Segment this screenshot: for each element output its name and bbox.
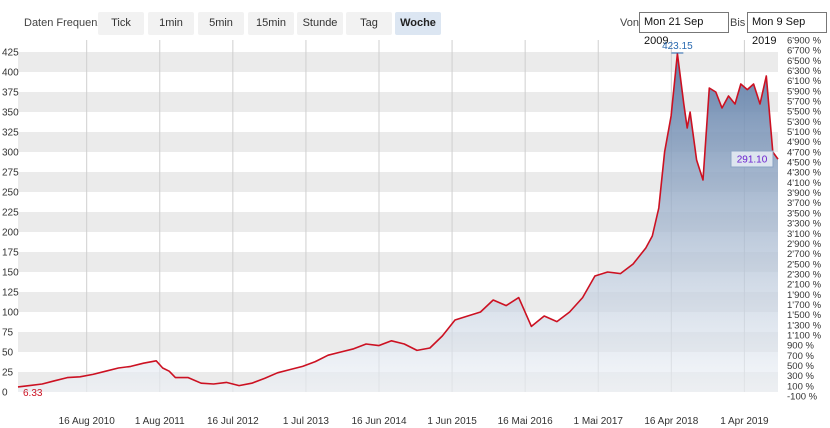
y-tick-label: 275	[2, 168, 19, 179]
y-tick-label: 375	[2, 88, 19, 99]
to-label: Bis	[730, 17, 746, 29]
y2-tick-label: 1'500 %	[787, 310, 822, 321]
x-tick-label: 16 Jun 2014	[351, 416, 406, 427]
y2-tick-label: 2'700 %	[787, 249, 822, 260]
last-value-box	[730, 150, 774, 168]
y2-tick-label: 6'700 %	[787, 46, 822, 57]
y2-tick-label: 5'700 %	[787, 97, 822, 108]
y2-tick-label: 1'100 %	[787, 330, 822, 341]
y-tick-label: 225	[2, 208, 19, 219]
x-tick-label: 1 Jul 2013	[283, 416, 330, 427]
background-band	[18, 92, 778, 112]
from-label: Von	[620, 17, 639, 29]
from-date-input[interactable]: Mon 21 Sep 2009	[639, 12, 729, 47]
y2-tick-label: 4'700 %	[787, 147, 822, 158]
y2-tick-label: 900 %	[787, 341, 814, 352]
x-axis: 16 Aug 2010 1 Aug 2011 16 Jul 2012 1 Jul 20…	[59, 416, 769, 427]
y2-tick-label: 4'900 %	[787, 137, 822, 148]
y-tick-label: 325	[2, 128, 19, 139]
max-value-label: 423.15	[662, 41, 693, 52]
y2-tick-label: 100 %	[787, 381, 814, 392]
y2-tick-label: 1'900 %	[787, 290, 822, 301]
y2-tick-label: 4'100 %	[787, 178, 822, 189]
y-tick-label: 175	[2, 248, 19, 259]
y2-tick-label: 1'300 %	[787, 320, 822, 331]
last-value-label: 291.10	[737, 155, 768, 166]
y-axis-right: -100 %100 %300 %500 %700 %900 %1'100 %1'…	[787, 36, 822, 403]
x-tick-label: 16 Aug 2010	[59, 416, 116, 427]
y2-tick-label: 3'500 %	[787, 208, 822, 219]
x-tick-label: 1 Aug 2011	[135, 416, 185, 427]
y-tick-label: 200	[2, 228, 19, 239]
y-tick-label: 300	[2, 148, 19, 159]
background-band	[18, 132, 778, 152]
y-tick-label: 75	[2, 328, 14, 339]
x-tick-label: 16 Mai 2016	[498, 416, 553, 427]
y2-tick-label: 2'500 %	[787, 259, 822, 270]
x-tick-label: 16 Apr 2018	[644, 416, 698, 427]
background-band	[18, 252, 778, 272]
toolbar: Daten Frequenz Tick 1min 5min 15min Stun…	[0, 0, 830, 47]
y2-tick-label: 4'500 %	[787, 158, 822, 169]
frequency-1min-button[interactable]: 1min	[148, 12, 194, 35]
y2-tick-label: 2'300 %	[787, 269, 822, 280]
y2-tick-label: 6'500 %	[787, 56, 822, 67]
x-tick-label: 16 Jul 2012	[207, 416, 259, 427]
y2-tick-label: 3'300 %	[787, 219, 822, 230]
y2-tick-label: 5'300 %	[787, 117, 822, 128]
y-tick-label: 150	[2, 268, 19, 279]
frequency-tag-button[interactable]: Tag	[346, 12, 392, 35]
y2-tick-label: 2'100 %	[787, 280, 822, 291]
y2-tick-label: 300 %	[787, 371, 814, 382]
y-tick-label: 425	[2, 48, 19, 59]
y-tick-label: 0	[2, 388, 8, 399]
y-tick-label: 125	[2, 288, 19, 299]
y-tick-label: 350	[2, 108, 19, 119]
y2-tick-label: 6'900 %	[787, 36, 822, 47]
x-tick-label: 1 Apr 2019	[720, 416, 769, 427]
frequency-label: Daten Frequenz	[24, 17, 103, 29]
start-value-label: 6.33	[23, 388, 43, 399]
y2-tick-label: 500 %	[787, 361, 814, 372]
y2-tick-label: 3'700 %	[787, 198, 822, 209]
y-tick-label: 100	[2, 308, 19, 319]
x-tick-label: 1 Mai 2017	[573, 416, 623, 427]
background-band	[18, 212, 778, 232]
y2-tick-label: 3'900 %	[787, 188, 822, 199]
x-tick-label: 1 Jun 2015	[427, 416, 477, 427]
y2-tick-label: 4'300 %	[787, 168, 822, 179]
to-date-input[interactable]: Mon 9 Sep 2019	[747, 12, 827, 47]
price-line	[17, 52, 779, 388]
y2-tick-label: 5'500 %	[787, 107, 822, 118]
y-axis-left: 0 25 50 75 100 125 150 175 200 225 250 275 300 325 350…	[2, 48, 19, 399]
background-band	[18, 52, 778, 72]
background-band	[18, 172, 778, 192]
frequency-tick-button[interactable]: Tick	[98, 12, 144, 35]
y-tick-label: 250	[2, 188, 19, 199]
y2-tick-label: 2'900 %	[787, 239, 822, 250]
frequency-woche-button[interactable]: Woche	[395, 12, 441, 35]
annotations: 423.15 6.33 291.10	[23, 41, 774, 399]
frequency-stunde-button[interactable]: Stunde	[297, 12, 343, 35]
price-area	[18, 53, 778, 392]
y2-tick-label: 700 %	[787, 351, 814, 362]
y-tick-label: 400	[2, 68, 19, 79]
y-tick-label: 50	[2, 348, 14, 359]
y2-tick-label: 6'100 %	[787, 76, 822, 87]
y2-tick-label: 5'900 %	[787, 86, 822, 97]
frequency-5min-button[interactable]: 5min	[198, 12, 244, 35]
y2-tick-label: 1'700 %	[787, 300, 822, 311]
y2-tick-label: 5'100 %	[787, 127, 822, 138]
y2-tick-label: 3'100 %	[787, 229, 822, 240]
y2-tick-label: -100 %	[787, 392, 818, 403]
frequency-15min-button[interactable]: 15min	[248, 12, 294, 35]
y2-tick-label: 6'300 %	[787, 66, 822, 77]
y-tick-label: 25	[2, 368, 14, 379]
